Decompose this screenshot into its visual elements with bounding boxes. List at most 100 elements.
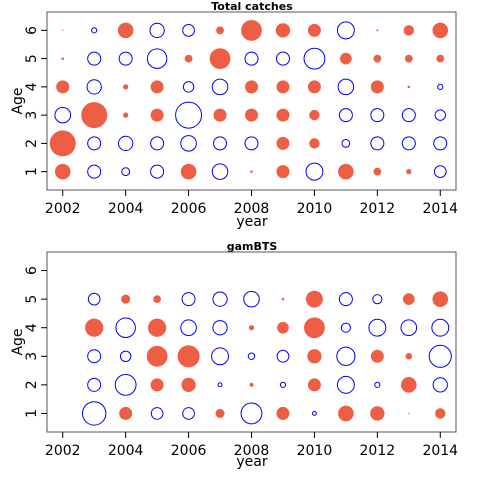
bubble-negative bbox=[400, 319, 418, 337]
bubble-negative bbox=[336, 375, 355, 394]
y-tick-label: 4 bbox=[24, 82, 40, 91]
y-tick-label: 1 bbox=[24, 409, 40, 418]
y-tick-label: 6 bbox=[24, 26, 40, 35]
panel-title: Total catches bbox=[211, 0, 293, 13]
bubble-negative bbox=[340, 322, 351, 333]
bubble-positive bbox=[432, 22, 449, 39]
bubble-negative bbox=[433, 136, 448, 151]
bubble-positive bbox=[241, 19, 262, 41]
bubble-positive bbox=[432, 291, 449, 307]
bubble-negative bbox=[146, 48, 168, 69]
bubble-negative bbox=[150, 164, 165, 179]
bubble-positive bbox=[370, 349, 384, 363]
bubble-positive bbox=[54, 163, 71, 180]
bubble-negative bbox=[212, 320, 228, 336]
x-tick-label: 2004 bbox=[108, 201, 144, 217]
x-tick-label: 2010 bbox=[297, 443, 333, 459]
bubble-negative bbox=[368, 318, 387, 337]
bubble-positive bbox=[250, 170, 253, 173]
bubble-positive bbox=[276, 136, 290, 150]
bubble-positive bbox=[401, 377, 417, 393]
bubble-negative bbox=[372, 294, 383, 305]
bubble-negative bbox=[54, 106, 72, 124]
y-tick-label: 1 bbox=[24, 167, 40, 176]
bubble-positive bbox=[435, 408, 446, 419]
bubble-negative bbox=[275, 51, 290, 66]
bubble-negative bbox=[370, 108, 385, 123]
bubble-negative bbox=[175, 101, 203, 129]
bubble-positive bbox=[180, 163, 197, 180]
bubble-negative bbox=[150, 136, 165, 151]
bubble-positive bbox=[150, 378, 164, 392]
y-tick-label: 5 bbox=[24, 54, 40, 63]
bubble-positive bbox=[61, 57, 65, 60]
bubble-negative bbox=[118, 135, 134, 152]
bubble-negative bbox=[211, 163, 229, 180]
bubble-negative bbox=[279, 381, 287, 388]
bubble-positive bbox=[307, 80, 321, 94]
bubble-positive bbox=[309, 109, 320, 121]
bubble-positive bbox=[245, 80, 258, 94]
bubble-negative bbox=[338, 108, 353, 123]
bubble-negative bbox=[182, 24, 195, 37]
bubble-negative bbox=[311, 410, 317, 416]
x-tick-label: 2006 bbox=[171, 443, 207, 459]
bubble-negative bbox=[180, 319, 197, 337]
x-tick-label: 2012 bbox=[360, 443, 396, 459]
bubble-positive bbox=[305, 290, 323, 308]
bubble-positive bbox=[275, 23, 291, 38]
bubble-positive bbox=[338, 163, 354, 180]
y-tick-label: 4 bbox=[24, 323, 40, 332]
bubble-negative bbox=[150, 407, 164, 420]
bubble-positive bbox=[304, 317, 325, 339]
bubble-positive bbox=[213, 108, 227, 122]
x-tick-label: 2008 bbox=[234, 443, 270, 459]
x-ticks: 2002 2004 2006 2008 2010 2012 2014 bbox=[45, 190, 458, 217]
bubble-negative bbox=[303, 47, 326, 70]
bubble-positive bbox=[276, 108, 290, 122]
bubble-positive bbox=[245, 108, 258, 122]
bubble-positive bbox=[276, 80, 290, 94]
bubble-positive bbox=[150, 80, 164, 94]
bubbles bbox=[49, 19, 449, 181]
x-tick-label: 2002 bbox=[45, 201, 81, 217]
bubble-positive bbox=[436, 54, 445, 63]
bubble-positive bbox=[338, 405, 354, 422]
bubble-positive bbox=[373, 167, 382, 176]
bubble-negative bbox=[182, 407, 195, 420]
bubble-positive bbox=[248, 325, 255, 331]
x-axis-label: year bbox=[236, 214, 267, 230]
bubble-positive bbox=[307, 23, 321, 37]
bubble-positive bbox=[249, 382, 254, 387]
bubble-negative bbox=[437, 83, 444, 90]
bubble-positive bbox=[405, 353, 413, 360]
bubble-positive bbox=[62, 29, 64, 32]
bubble-positive bbox=[340, 52, 352, 65]
bubble-positive bbox=[148, 318, 167, 337]
bubble-negative bbox=[87, 292, 101, 306]
bubble-negative bbox=[118, 51, 133, 66]
bubble-positive bbox=[56, 80, 70, 94]
bubble-negative bbox=[211, 78, 229, 96]
bubbles bbox=[81, 290, 452, 426]
bubble-positive bbox=[146, 345, 168, 367]
bubble-negative bbox=[180, 135, 197, 152]
bubble-negative bbox=[91, 27, 98, 34]
bubble-positive bbox=[407, 85, 411, 89]
bubble-positive bbox=[123, 84, 129, 90]
bubble-negative bbox=[428, 344, 452, 368]
bubble-positive bbox=[309, 138, 320, 149]
bubble-positive bbox=[370, 406, 385, 421]
panel-title: gamBTS bbox=[227, 240, 278, 253]
bubble-positive bbox=[276, 165, 290, 179]
bubble-negative bbox=[213, 136, 228, 151]
bubble-positive bbox=[209, 48, 231, 70]
bubble-positive bbox=[408, 412, 410, 415]
bubble-negative bbox=[115, 317, 136, 338]
bubble-negative bbox=[87, 377, 102, 392]
bubble-positive bbox=[184, 54, 193, 63]
y-tick-label: 3 bbox=[24, 352, 40, 361]
bubble-positive bbox=[150, 108, 164, 122]
bubble-negative bbox=[87, 349, 102, 364]
